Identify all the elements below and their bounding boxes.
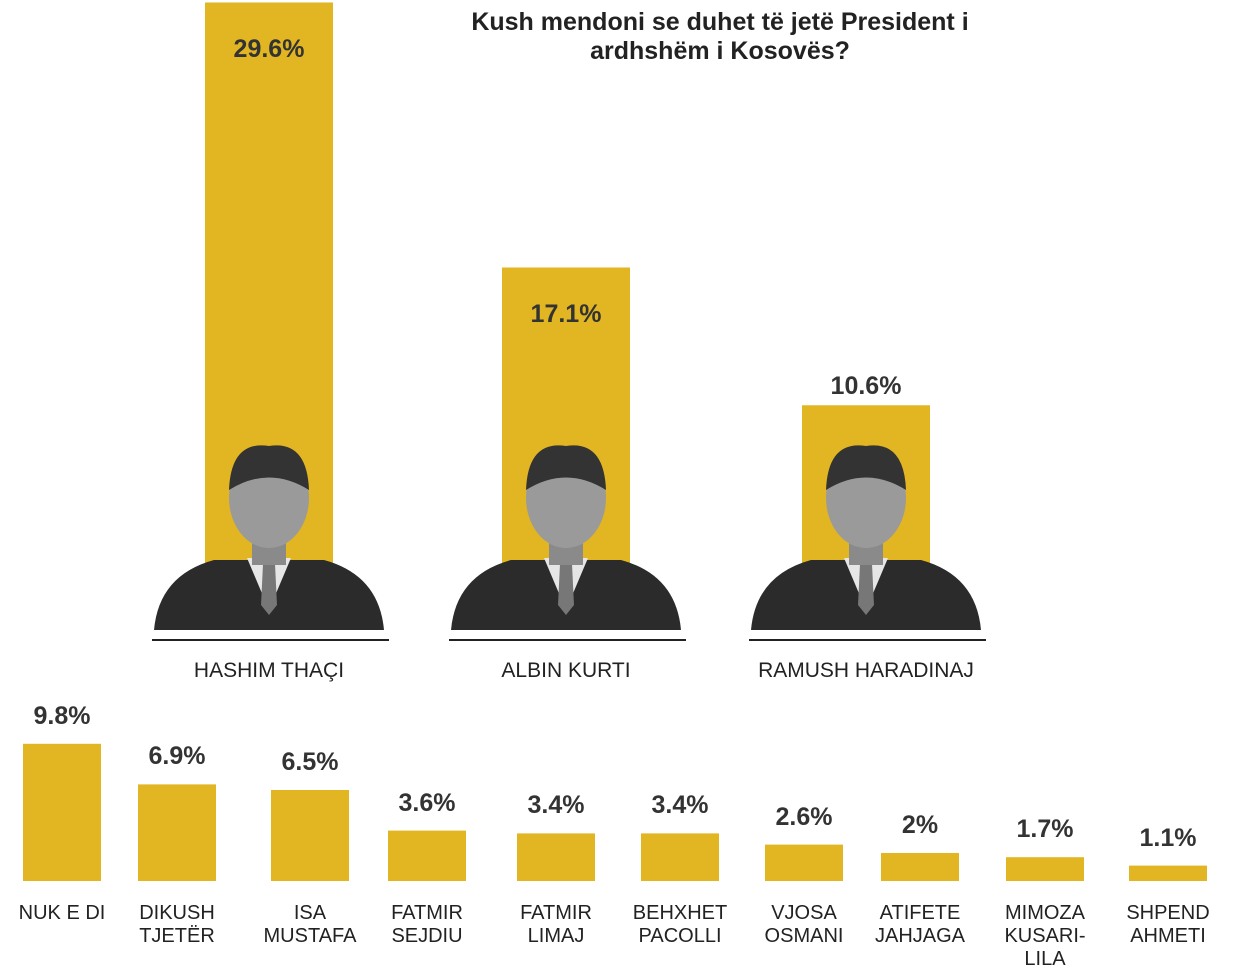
bar [881, 853, 959, 881]
bar [517, 833, 595, 881]
bar [388, 830, 466, 881]
bar [271, 790, 349, 881]
portrait [451, 445, 681, 630]
bar [1129, 865, 1207, 881]
category-label: BEHXHET PACOLLI [632, 902, 728, 947]
value-label: 2% [901, 811, 939, 839]
category-label: HASHIM THAÇI [193, 659, 345, 682]
portrait-tie [261, 564, 277, 615]
value-label: 17.1% [530, 300, 602, 329]
portrait-hair [229, 445, 309, 490]
category-label: ISA MUSTAFA [263, 902, 357, 947]
bar [765, 844, 843, 881]
category-label: DIKUSH TJETËR [139, 902, 215, 947]
category-label: NUK E DI [18, 902, 106, 924]
category-label: ALBIN KURTI [501, 659, 631, 682]
portrait-hair [826, 445, 906, 490]
value-label: 3.6% [398, 788, 456, 817]
bar [23, 743, 101, 881]
bar [138, 784, 216, 881]
value-label: 10.6% [830, 372, 902, 401]
portrait [751, 445, 981, 630]
portrait-tie [858, 564, 874, 615]
value-label: 6.5% [281, 748, 339, 776]
chart-title: Kush mendoni se duhet të jetë President … [471, 8, 969, 65]
value-label: 1.1% [1139, 823, 1197, 852]
value-label: 6.9% [148, 742, 206, 771]
value-label: 29.6% [233, 35, 305, 64]
category-label: SHPEND AHMETI [1126, 902, 1210, 947]
bar [1006, 857, 1084, 881]
portrait-tie [558, 564, 574, 615]
portrait-hair [526, 445, 606, 490]
category-label: FATMIR LIMAJ [520, 902, 592, 947]
value-label: 3.4% [527, 791, 585, 820]
value-label: 2.6% [775, 802, 833, 831]
category-label: ATIFETE JAHJAGA [874, 902, 966, 947]
value-label: 1.7% [1016, 815, 1074, 844]
value-label: 3.4% [651, 791, 709, 820]
category-label: RAMUSH HARADINAJ [758, 659, 974, 682]
category-label: FATMIR SEJDIU [391, 902, 463, 947]
portrait [154, 445, 384, 630]
bar [641, 833, 719, 881]
category-label: MIMOZA KUSARI-LILA [1004, 902, 1086, 970]
value-label: 9.8% [33, 701, 91, 730]
category-label: VJOSA OSMANI [764, 902, 844, 947]
